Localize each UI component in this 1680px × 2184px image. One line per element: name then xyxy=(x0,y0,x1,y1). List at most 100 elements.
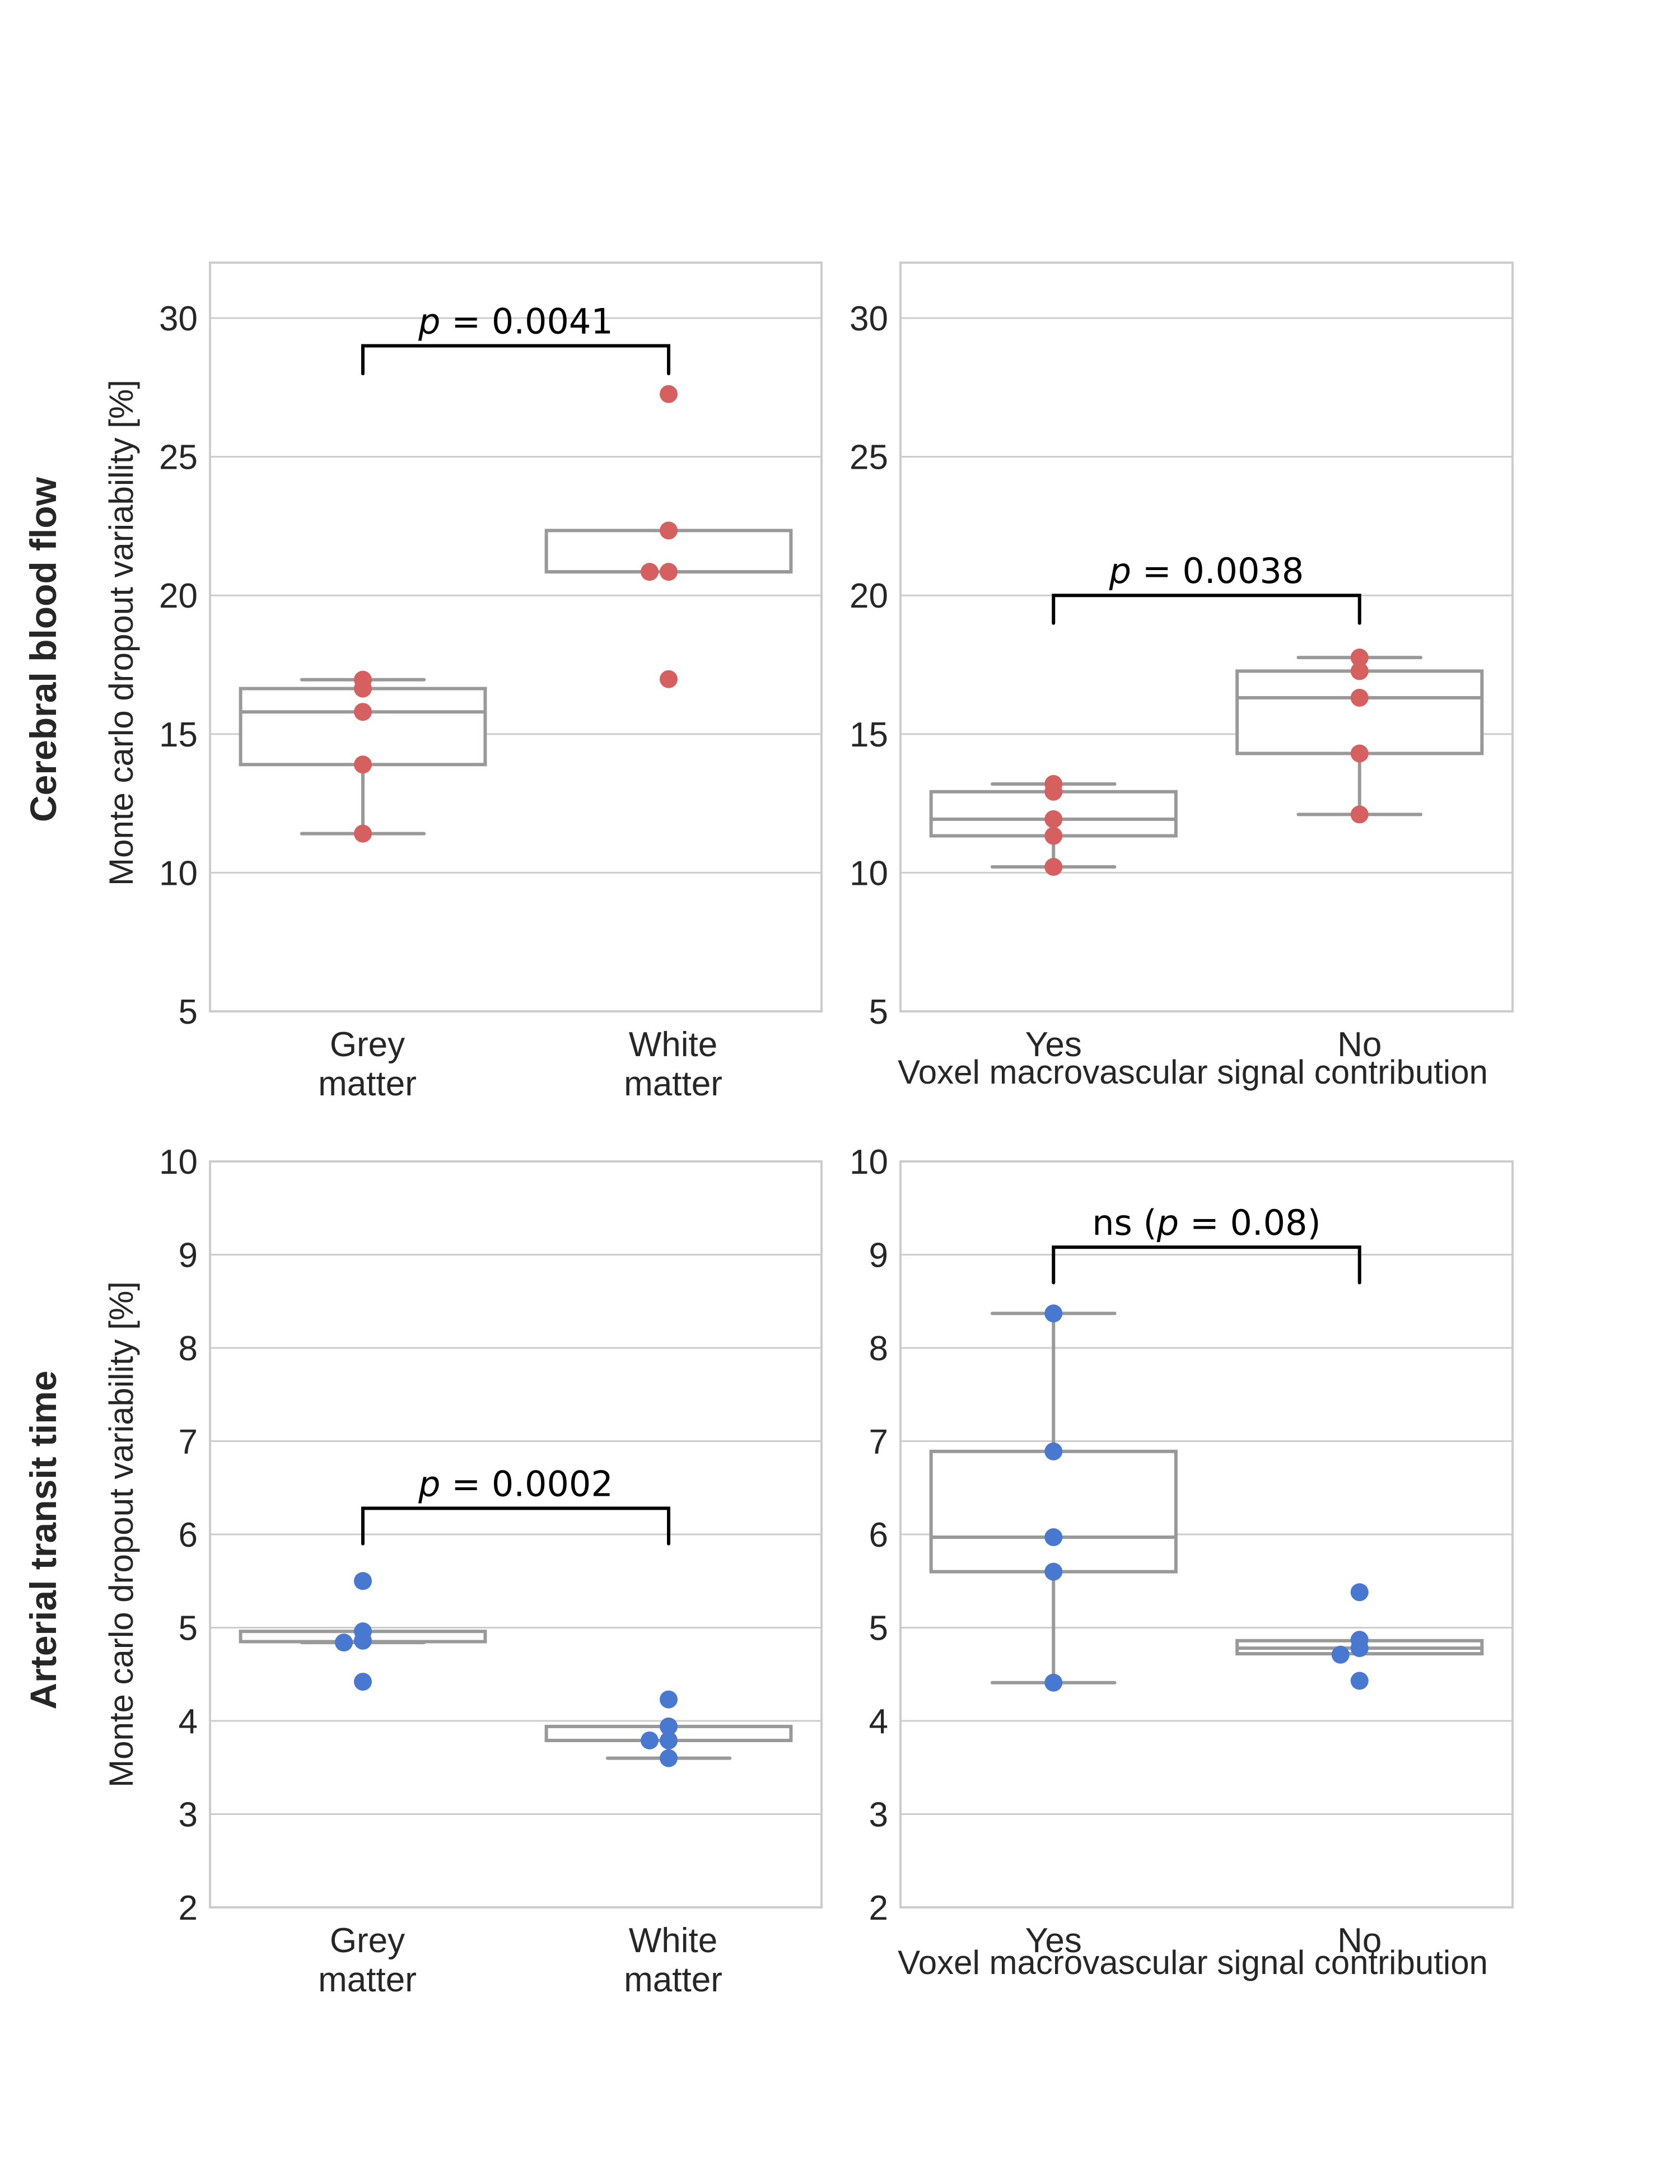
y-tick-label: 2 xyxy=(179,1889,198,1928)
y-axis-label-top: Monte carlo dropout variability [%] xyxy=(102,380,140,886)
data-point xyxy=(660,521,678,540)
p-value: = 0.0002 xyxy=(441,1463,613,1504)
y-tick-label: 15 xyxy=(159,716,198,754)
y-tick-label: 9 xyxy=(179,1236,198,1275)
y-axis-label-bottom: Monte carlo dropout variability [%] xyxy=(102,1281,140,1788)
box-0 xyxy=(929,1312,1178,1684)
data-point xyxy=(1350,744,1369,763)
p-symbol: p xyxy=(1156,1202,1179,1243)
data-point xyxy=(660,1731,678,1749)
y-tick-label: 10 xyxy=(159,1143,198,1182)
axes-frame xyxy=(899,262,1514,1012)
axes-frame xyxy=(209,1160,823,1908)
panel-cbf-macrovascular: 5 10 15 20 25 30 Yes No p = 0.0038 xyxy=(850,262,1514,1064)
y-tick-label: 5 xyxy=(869,993,888,1032)
data-point xyxy=(1044,1528,1063,1546)
significance-bracket xyxy=(1052,594,1361,625)
x-tick-label: White xyxy=(629,1921,717,1960)
data-point xyxy=(354,755,372,774)
panel-att-macrovascular: 2 3 4 5 6 7 8 9 10 Yes No ns (p = 0.08) xyxy=(850,1143,1514,1960)
y-tick-label: 5 xyxy=(869,1609,888,1648)
data-point xyxy=(1044,1673,1063,1692)
data-point xyxy=(660,385,678,403)
p-value: = 0.0041 xyxy=(441,301,613,342)
y-tick-label: 3 xyxy=(179,1796,198,1835)
y-tick-label: 30 xyxy=(850,300,888,338)
data-point xyxy=(660,1690,678,1709)
x-tick-label: Grey xyxy=(330,1025,405,1064)
p-value-annotation: ns (p = 0.08) xyxy=(1092,1202,1320,1243)
p-value: = 0.08 xyxy=(1179,1202,1307,1243)
y-tick-label: 15 xyxy=(850,716,888,754)
axes-frame xyxy=(209,262,823,1012)
x-tick-label: Yes xyxy=(1025,1025,1082,1064)
y-tick-label: 5 xyxy=(179,1609,198,1648)
y-tick-label: 5 xyxy=(179,993,198,1032)
data-point xyxy=(641,563,659,581)
box-iqr xyxy=(1235,669,1484,755)
x-tick-label: matter xyxy=(624,1961,722,1999)
box-iqr xyxy=(929,1449,1178,1574)
significance-bracket xyxy=(361,344,670,376)
y-tick-label: 8 xyxy=(869,1329,888,1368)
y-tick-label: 30 xyxy=(159,300,198,338)
row-label-cbf: Cerebral blood flow xyxy=(22,477,64,822)
data-point xyxy=(660,1717,678,1735)
data-point xyxy=(1044,1562,1063,1581)
p-value: = 0.0038 xyxy=(1131,550,1304,591)
p-value-annotation: p = 0.0038 xyxy=(1109,550,1304,591)
x-axis-label-bottom: Voxel macrovascular signal contribution xyxy=(898,1944,1488,1981)
data-point xyxy=(354,1572,372,1590)
y-tick-label: 8 xyxy=(179,1329,198,1368)
data-point xyxy=(1350,1639,1369,1658)
x-tick-label: matter xyxy=(318,1065,417,1103)
data-point xyxy=(354,1631,372,1650)
x-tick-label: Yes xyxy=(1025,1921,1082,1960)
data-point xyxy=(1044,858,1063,876)
p-value-annotation: p = 0.0002 xyxy=(418,1463,613,1504)
y-tick-label: 25 xyxy=(850,438,888,477)
y-tick-label: 6 xyxy=(869,1516,888,1555)
significance-bracket xyxy=(1052,1245,1361,1285)
data-point xyxy=(354,679,372,698)
x-tick-label: matter xyxy=(624,1065,722,1103)
row-label-att: Arterial transit time xyxy=(22,1370,64,1709)
data-point xyxy=(1044,827,1063,845)
x-tick-label: matter xyxy=(318,1961,417,1999)
y-tick-label: 20 xyxy=(159,577,198,615)
y-tick-label: 9 xyxy=(869,1236,888,1275)
data-point xyxy=(335,1634,353,1652)
data-point xyxy=(354,703,372,721)
y-tick-label: 6 xyxy=(179,1516,198,1555)
y-tick-label: 7 xyxy=(869,1423,888,1462)
y-tick-label: 10 xyxy=(850,1143,888,1182)
annotation-prefix: ns ( xyxy=(1092,1202,1157,1243)
data-point xyxy=(1350,805,1369,824)
x-tick-label: White xyxy=(629,1025,717,1064)
x-axis-label-top: Voxel macrovascular signal contribution xyxy=(898,1053,1488,1091)
x-tick-label: Grey xyxy=(330,1921,405,1960)
data-point xyxy=(641,1731,659,1749)
data-point xyxy=(1350,688,1369,707)
x-tick-label: No xyxy=(1337,1025,1382,1064)
y-tick-label: 25 xyxy=(159,438,198,477)
data-point xyxy=(1044,1304,1063,1323)
y-tick-label: 3 xyxy=(869,1796,888,1835)
data-point xyxy=(1044,810,1063,828)
p-symbol: p xyxy=(418,301,440,342)
axes-frame xyxy=(899,1160,1514,1908)
p-value-annotation: p = 0.0041 xyxy=(418,301,613,342)
y-tick-label: 20 xyxy=(850,577,888,615)
y-tick-label: 4 xyxy=(869,1702,888,1741)
data-point xyxy=(1350,1672,1369,1690)
data-point xyxy=(354,1673,372,1691)
data-point xyxy=(660,1749,678,1767)
y-tick-label: 2 xyxy=(869,1889,888,1928)
data-point xyxy=(1044,1442,1063,1460)
annotation-suffix: ) xyxy=(1308,1202,1321,1243)
data-point xyxy=(1350,648,1369,667)
x-tick-label: No xyxy=(1337,1921,1382,1960)
